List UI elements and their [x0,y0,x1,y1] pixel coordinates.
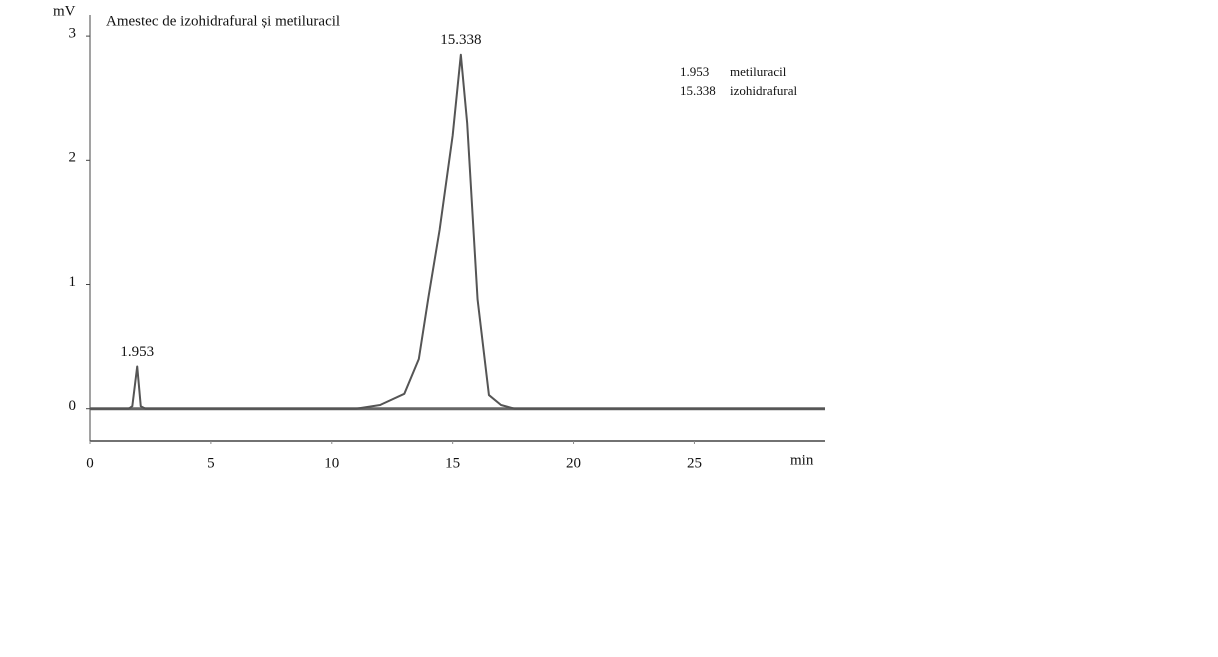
y-tick-label: 2 [69,150,77,166]
peak-label: 15.338 [440,32,481,48]
chart-title: Amestec de izohidrafural și metiluracil [106,13,340,29]
peak-table-time: 1.953 [680,64,709,79]
x-tick-label: 25 [687,455,702,471]
x-tick-label: 20 [566,455,581,471]
peak-table-name: metiluracil [730,64,787,79]
x-axis-label: min [790,452,814,468]
y-axis-label: mV [53,3,76,19]
peak-label: 1.953 [120,344,154,360]
x-tick-label: 15 [445,455,460,471]
peak-table-time: 15.338 [680,83,716,98]
x-tick-label: 10 [324,455,339,471]
signal-line [90,53,825,410]
x-tick-label: 5 [207,455,215,471]
x-tick-label: 0 [86,455,94,471]
y-tick-label: 1 [69,274,77,290]
y-tick-label: 0 [69,398,77,414]
y-tick-label: 3 [69,26,77,42]
peak-table-name: izohidrafural [730,83,798,98]
